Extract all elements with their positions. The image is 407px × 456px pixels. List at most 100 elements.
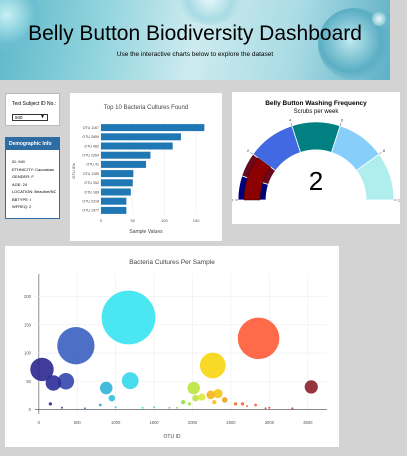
bubble[interactable] bbox=[121, 372, 139, 390]
header-banner: Belly Button Biodiversity Dashboard Use … bbox=[0, 0, 390, 80]
gauge-tick-label: 6 bbox=[341, 119, 343, 123]
bar-category-label: OTU 2859 bbox=[82, 135, 99, 139]
bar[interactable] bbox=[101, 170, 134, 178]
gauge-panel: Belly Button Washing Frequency Scrubs pe… bbox=[231, 92, 402, 224]
bubble-chart[interactable]: Bacteria Cultures Per Sample OTU ID 0 500… bbox=[5, 246, 339, 447]
bubble-x-tick-label: 3000 bbox=[265, 420, 275, 425]
chevron-down-icon: ▼ bbox=[40, 114, 45, 120]
subject-id-dropdown[interactable]: 940 ▼ bbox=[12, 114, 48, 121]
page-subtitle: Use the interactive charts below to expl… bbox=[116, 51, 274, 58]
bar-category-label: OTU 1167 bbox=[83, 126, 99, 130]
bubble[interactable] bbox=[237, 317, 280, 360]
bubble[interactable] bbox=[30, 357, 54, 382]
bubble[interactable] bbox=[254, 403, 257, 407]
bar[interactable] bbox=[101, 188, 131, 196]
bubble[interactable] bbox=[60, 406, 63, 409]
bar[interactable] bbox=[101, 206, 127, 214]
bar-category-label: OTU 189 bbox=[84, 190, 99, 194]
bar[interactable] bbox=[101, 151, 151, 159]
bar-chart-xlabel: Sample Values bbox=[129, 229, 163, 235]
bar[interactable] bbox=[101, 142, 173, 150]
bubble[interactable] bbox=[199, 352, 226, 379]
bar-category-label: OTU 1189 bbox=[83, 172, 99, 176]
washing-frequency-gauge[interactable]: Belly Button Washing Frequency Scrubs pe… bbox=[231, 92, 402, 224]
virus-image-small bbox=[372, 12, 386, 26]
bar[interactable] bbox=[101, 133, 181, 141]
bubble[interactable] bbox=[181, 400, 186, 405]
bubble[interactable] bbox=[264, 407, 267, 410]
bubble[interactable] bbox=[221, 397, 228, 403]
bar-category-label: OTU 1977 bbox=[82, 209, 99, 213]
bubble-y-tick-label: 50 bbox=[26, 379, 31, 384]
bubble-x-tick-label: 2000 bbox=[188, 420, 198, 425]
bubble[interactable] bbox=[291, 407, 294, 410]
bar-x-tick-label: 150 bbox=[193, 218, 200, 223]
subject-selector-panel: Test Subject ID No.: 940 ▼ bbox=[5, 93, 60, 126]
page-title: Belly Button Biodiversity Dashboard bbox=[28, 22, 362, 45]
demographic-row: AGE: 24 bbox=[12, 181, 28, 187]
bubble[interactable] bbox=[57, 327, 95, 365]
gauge-title: Belly Button Washing Frequency bbox=[265, 100, 367, 107]
bar-chart-panel: Top 10 Bacteria Cultures Found Sample Va… bbox=[70, 93, 222, 241]
bubble-x-tick-label: 1000 bbox=[111, 420, 121, 425]
bubble-y-tick-label: 100 bbox=[24, 351, 32, 356]
bar-x-tick-label: 50 bbox=[130, 218, 135, 223]
gauge-tick bbox=[339, 122, 342, 126]
demographic-list: ID: 940 ETHNICITY: Caucasian GENDER: F A… bbox=[12, 158, 56, 211]
bar-chart[interactable]: Top 10 Bacteria Cultures Found Sample Va… bbox=[70, 93, 222, 241]
demographic-row: BBTYPE: I bbox=[12, 196, 32, 202]
bar[interactable] bbox=[101, 124, 205, 132]
bubble[interactable] bbox=[192, 394, 199, 402]
bar[interactable] bbox=[101, 179, 133, 187]
bubble[interactable] bbox=[233, 402, 238, 406]
bubble[interactable] bbox=[57, 373, 75, 390]
demographic-panel: Demographic Info ID: 940 ETHNICITY: Cauc… bbox=[5, 137, 60, 219]
bubble[interactable] bbox=[212, 400, 217, 405]
gauge-tick-label: 8 bbox=[383, 149, 385, 153]
bubble[interactable] bbox=[83, 407, 86, 410]
bubble-x-tick-label: 2500 bbox=[226, 420, 236, 425]
bubble[interactable] bbox=[48, 402, 53, 406]
bubble-y-tick-label: 0 bbox=[29, 407, 32, 412]
bubble[interactable] bbox=[268, 406, 271, 409]
demographic-heading: Demographic Info bbox=[6, 138, 59, 150]
bar-category-label: OTU 482 bbox=[84, 144, 99, 148]
bubble[interactable] bbox=[213, 389, 223, 399]
bubble-chart-xlabel: OTU ID bbox=[164, 434, 181, 440]
demographic-row: GENDER: F bbox=[12, 174, 34, 179]
gauge-tick-label: 4 bbox=[289, 119, 291, 123]
bubble[interactable] bbox=[108, 394, 116, 402]
bar-category-label: OTU 41 bbox=[86, 163, 99, 167]
bubble[interactable] bbox=[45, 375, 62, 391]
subject-selector-label: Test Subject ID No.: bbox=[12, 101, 57, 107]
subject-id-selected: 940 bbox=[15, 115, 23, 120]
bar-chart-ylabel: OTU IDs bbox=[71, 163, 76, 179]
bubble[interactable] bbox=[101, 290, 156, 345]
bubble[interactable] bbox=[240, 402, 245, 406]
bubble[interactable] bbox=[245, 405, 248, 408]
bubble-x-tick-label: 3500 bbox=[303, 420, 313, 425]
bubble[interactable] bbox=[168, 406, 171, 409]
bubble-chart-title: Bacteria Cultures Per Sample bbox=[129, 259, 215, 266]
bubble[interactable] bbox=[98, 403, 102, 407]
bubble[interactable] bbox=[176, 406, 179, 409]
bubble[interactable] bbox=[187, 381, 200, 395]
bar[interactable] bbox=[101, 197, 127, 205]
bubble-y-tick-label: 200 bbox=[24, 294, 32, 299]
bubble-x-tick-label: 1500 bbox=[149, 420, 159, 425]
gauge-value-bar bbox=[243, 157, 272, 201]
bubble[interactable] bbox=[198, 393, 206, 401]
bubble[interactable] bbox=[206, 390, 216, 400]
bubble[interactable] bbox=[153, 406, 156, 409]
gauge-step bbox=[355, 153, 395, 201]
bubble[interactable] bbox=[187, 402, 192, 406]
bar-x-tick-label: 0 bbox=[100, 218, 103, 223]
demographic-row: LOCATION: Beaufort/NC bbox=[12, 189, 57, 194]
bubble[interactable] bbox=[114, 406, 117, 409]
demographic-row: WFREQ: 2 bbox=[12, 204, 32, 209]
bubble[interactable] bbox=[304, 380, 318, 394]
gauge-value: 2 bbox=[309, 166, 323, 196]
bar[interactable] bbox=[101, 160, 147, 168]
bubble[interactable] bbox=[141, 406, 144, 409]
bubble[interactable] bbox=[99, 381, 113, 395]
